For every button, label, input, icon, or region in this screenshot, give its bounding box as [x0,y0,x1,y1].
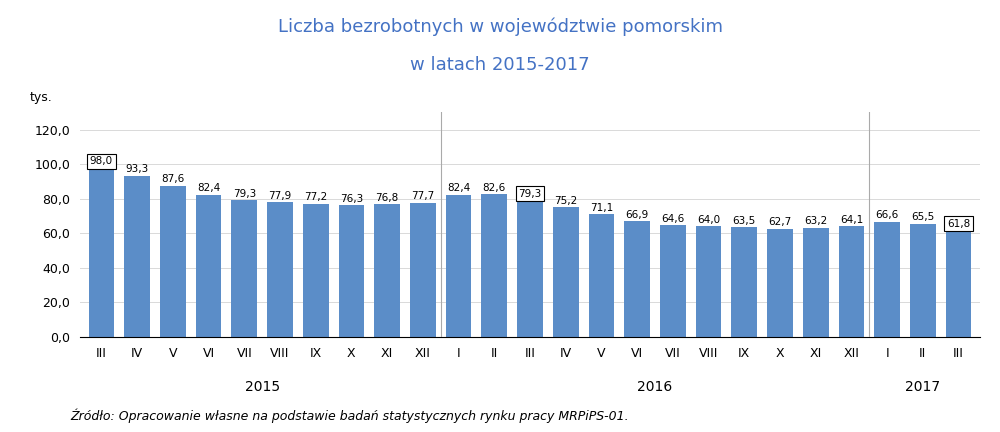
Bar [660,226,686,337]
Text: 82,4: 82,4 [447,183,470,193]
Text: 63,5: 63,5 [733,216,756,226]
Text: Liczba bezrobotnych w województwie pomorskim: Liczba bezrobotnych w województwie pomor… [278,17,722,36]
Text: 77,2: 77,2 [304,192,327,202]
Text: 79,3: 79,3 [518,188,542,199]
Bar [517,200,543,337]
Bar [446,194,471,337]
Bar [231,200,257,337]
Text: 75,2: 75,2 [554,196,577,206]
Bar [339,205,364,337]
Bar [839,226,864,337]
Bar [124,176,150,337]
Text: 93,3: 93,3 [126,164,149,175]
Bar [196,194,221,337]
Text: 66,6: 66,6 [876,210,899,220]
Text: 61,8: 61,8 [947,219,970,229]
Text: 62,7: 62,7 [768,217,792,227]
Text: w latach 2015-2017: w latach 2015-2017 [410,56,590,74]
Bar [303,203,329,337]
Text: 98,0: 98,0 [90,156,113,166]
Bar [589,214,614,337]
Text: 71,1: 71,1 [590,203,613,213]
Bar [410,203,436,337]
Text: 82,6: 82,6 [483,183,506,193]
Bar [874,222,900,337]
Text: 63,2: 63,2 [804,216,827,226]
Text: 2016: 2016 [637,380,673,394]
Text: tys.: tys. [30,91,53,104]
Text: 64,1: 64,1 [840,215,863,225]
Text: 77,9: 77,9 [268,191,292,201]
Text: 77,7: 77,7 [411,191,434,201]
Text: 82,4: 82,4 [197,183,220,193]
Bar [624,221,650,337]
Bar [946,230,971,337]
Bar [696,226,721,337]
Text: 65,5: 65,5 [911,213,934,222]
Bar [374,204,400,337]
Text: 76,3: 76,3 [340,194,363,204]
Bar [481,194,507,337]
Text: 2017: 2017 [905,380,940,394]
Bar [767,229,793,337]
Bar [553,207,579,337]
Bar [910,224,936,337]
Text: Źródło: Opracowanie własne na podstawie badań statystycznych rynku pracy MRPiPS-: Źródło: Opracowanie własne na podstawie … [70,409,629,423]
Text: 64,0: 64,0 [697,215,720,225]
Bar [89,168,114,337]
Bar [731,227,757,337]
Text: 87,6: 87,6 [161,174,184,184]
Text: 64,6: 64,6 [661,214,684,224]
Text: 2015: 2015 [245,380,280,394]
Bar [160,186,186,337]
Text: 76,8: 76,8 [376,193,399,203]
Bar [267,202,293,337]
Text: 79,3: 79,3 [233,188,256,199]
Bar [803,228,829,337]
Text: 66,9: 66,9 [626,210,649,220]
